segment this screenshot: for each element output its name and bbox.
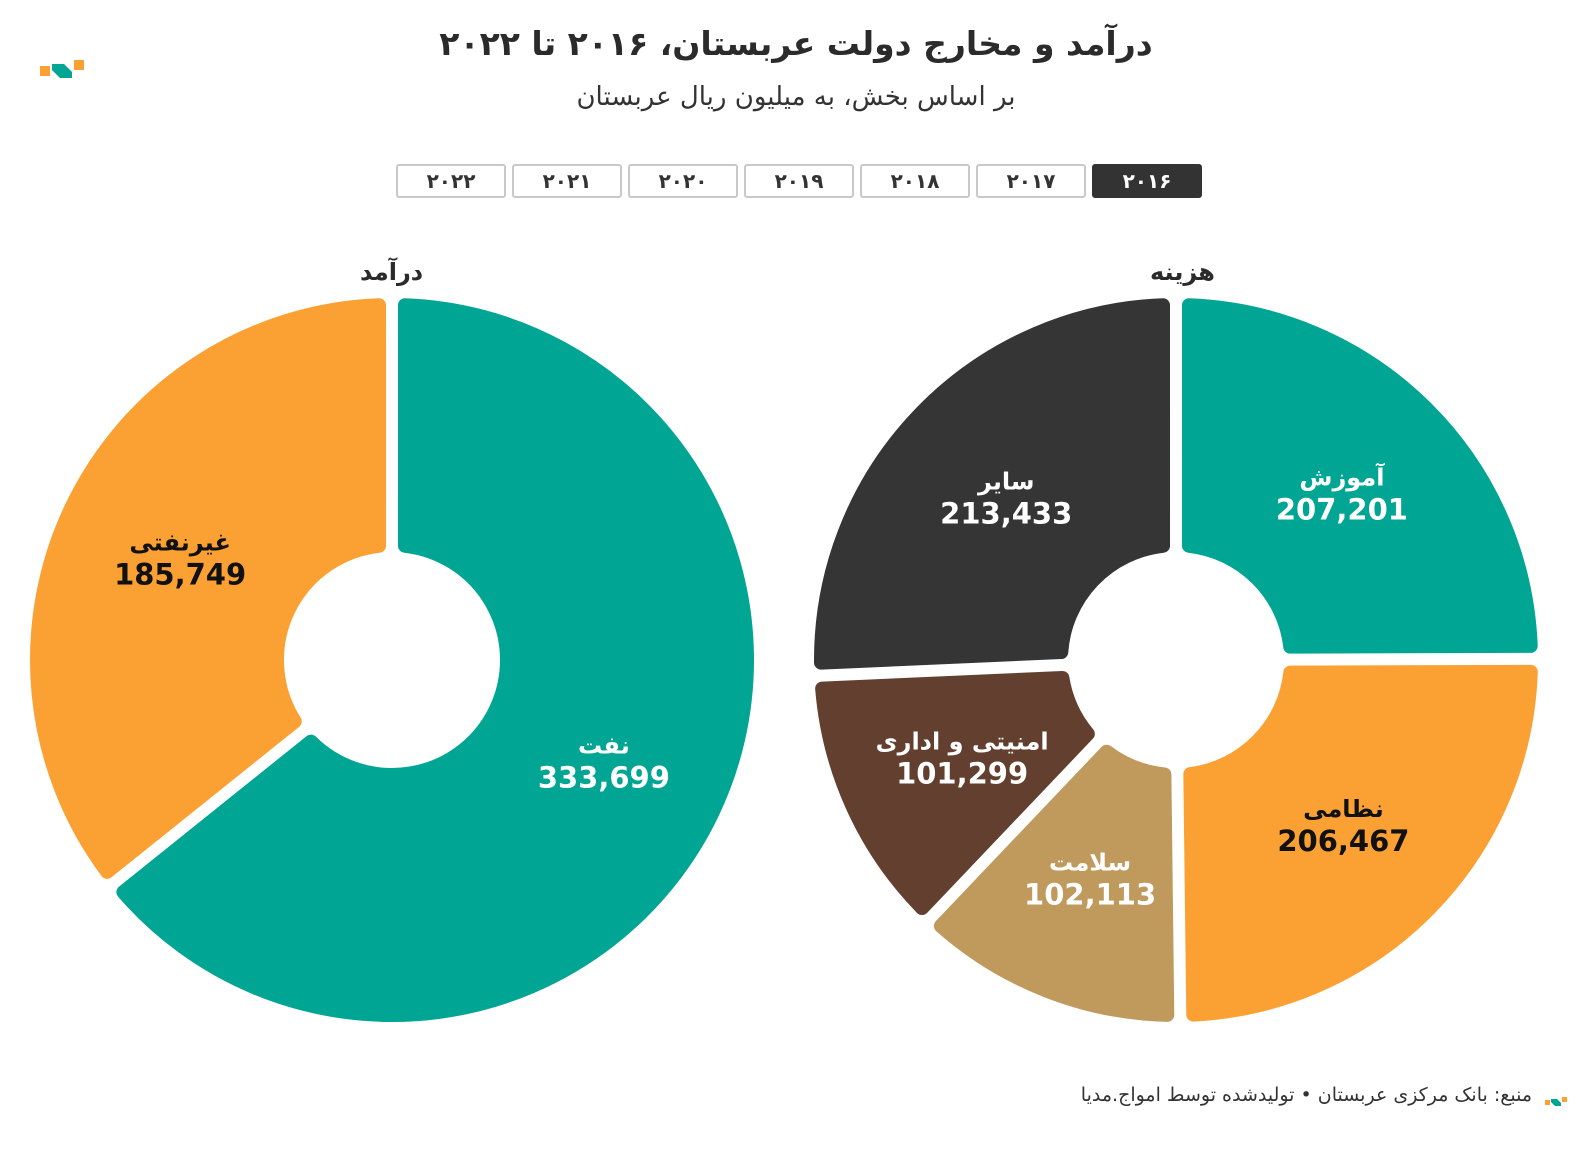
expense-slice-value-2: 102,113 [1024,878,1156,912]
expense-slice-0[interactable] [1181,298,1538,654]
expense-slice-value-4: 213,433 [940,497,1072,531]
expense-slice-name-1: نظامی [1303,795,1384,823]
income-slice-value-1: 185,749 [114,557,246,591]
income-chart-title: درآمد [360,258,424,286]
tab-2018[interactable]: ۲۰۱۸ [860,164,970,198]
income-slice-value-0: 333,699 [538,761,670,795]
page-subtitle: بر اساس بخش، به میلیون ریال عربستان [576,82,1016,112]
expense-slice-1[interactable] [1183,664,1538,1022]
tab-2021[interactable]: ۲۰۲۱ [512,164,622,198]
income-slice-name-0: نفت [578,732,630,760]
expense-slice-value-3: 101,299 [896,756,1028,790]
expense-slice-name-3: امنیتی و اداری [876,727,1049,755]
expense-slice-2[interactable] [933,744,1175,1022]
brand-logo-icon [40,60,84,78]
footer-logo-icon [1545,1097,1567,1106]
expense-slice-name-4: سایر [977,468,1035,496]
expense-slice-3[interactable] [815,670,1095,916]
expense-chart-title: هزینه [1150,258,1215,286]
page-title: درآمد و مخارج دولت عربستان، ۲۰۱۶ تا ۲۰۲۲ [439,24,1153,63]
tab-2016[interactable]: ۲۰۱۶ [1092,164,1202,198]
income-slice-0[interactable] [116,298,754,1022]
expense-slice-4[interactable] [814,298,1171,670]
source-footer: منبع: بانک مرکزی عربستان • تولیدشده توسط… [1080,1084,1532,1106]
tab-2020[interactable]: ۲۰۲۰ [628,164,738,198]
income-slice-name-1: غیرنفتی [129,528,230,556]
tab-2019[interactable]: ۲۰۱۹ [744,164,854,198]
expense-slice-name-2: سلامت [1049,849,1131,877]
income-slice-1[interactable] [30,298,387,879]
tab-2017[interactable]: ۲۰۱۷ [976,164,1086,198]
expense-slice-value-1: 206,467 [1277,824,1409,858]
tab-2022[interactable]: ۲۰۲۲ [396,164,506,198]
expense-slice-value-0: 207,201 [1276,493,1408,527]
expense-slice-name-0: آموزش [1299,463,1385,492]
year-tabs: ۲۰۱۶ ۲۰۱۷ ۲۰۱۸ ۲۰۱۹ ۲۰۲۰ ۲۰۲۱ ۲۰۲۲ [384,164,1202,202]
